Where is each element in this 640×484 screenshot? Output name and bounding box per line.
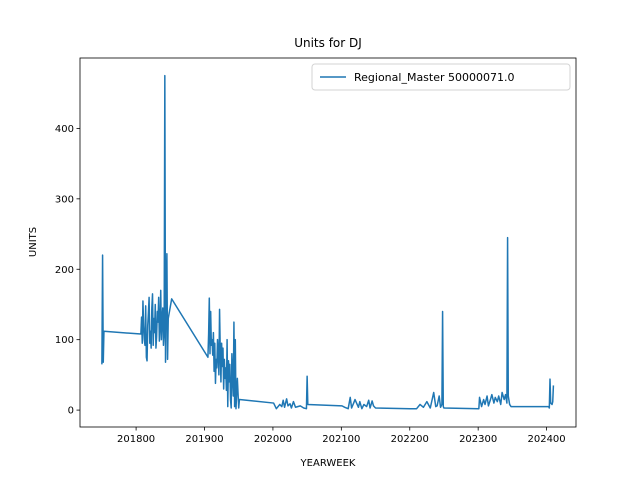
data-line <box>101 74 555 410</box>
y-tick-label: 300 <box>55 194 74 205</box>
x-axis-label: YEARWEEK <box>300 458 356 469</box>
legend-label: Regional_Master 50000071.0 <box>354 71 515 84</box>
x-tick-label: 201800 <box>117 434 155 445</box>
x-tick-label: 202200 <box>391 434 429 445</box>
y-tick-label: 0 <box>68 406 74 417</box>
y-axis-label: UNITS <box>28 227 39 257</box>
chart-title: Units for DJ <box>294 36 362 50</box>
x-tick-label: 202400 <box>527 434 565 445</box>
legend-box <box>311 63 571 91</box>
x-tick-label: 202000 <box>254 434 292 445</box>
x-tick-label: 202300 <box>459 434 497 445</box>
x-tick-label: 201900 <box>185 434 223 445</box>
y-tick-label: 200 <box>55 265 74 276</box>
y-tick-label: 100 <box>55 335 74 346</box>
x-tick-label: 202100 <box>322 434 360 445</box>
y-tick-label: 400 <box>55 124 74 135</box>
plot-frame <box>79 57 577 428</box>
